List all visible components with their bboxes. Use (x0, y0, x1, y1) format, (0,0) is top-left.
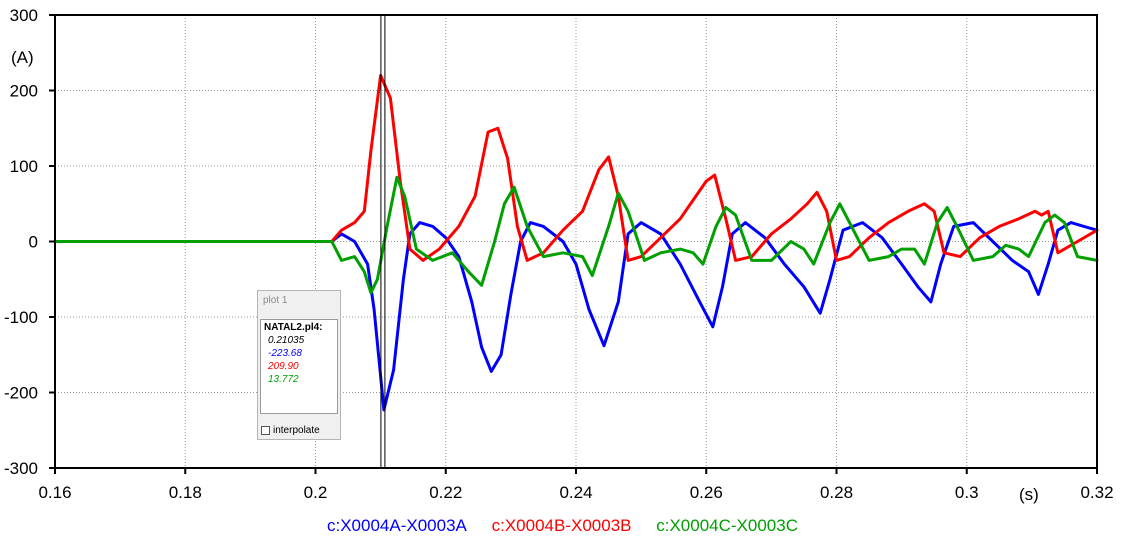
x-tick-label-7: 0.3 (955, 483, 979, 502)
legend-entry-c: c:X0004C-X0003C (656, 516, 798, 535)
y-tick-label-6: -300 (4, 459, 38, 478)
x-tick-label-6: 0.28 (820, 483, 853, 502)
cursor-values-panel: NATAL2.pl4: 0.21035 -223.68 209.90 13.77… (260, 319, 338, 414)
interpolate-checkbox[interactable] (261, 426, 270, 435)
y-tick-label-2: 100 (10, 157, 38, 176)
x-axis-label: (s) (1019, 485, 1039, 504)
y-tick-label-4: -100 (4, 308, 38, 327)
cursor-value-a: -223.68 (268, 348, 302, 359)
cursor-readout-window[interactable]: plot 1 NATAL2.pl4: 0.21035 -223.68 209.9… (257, 290, 341, 440)
series-line-1 (53, 73, 1099, 262)
x-tick-label-2: 0.2 (304, 483, 328, 502)
file-name-label: NATAL2.pl4: (264, 322, 323, 333)
x-tick-label-4: 0.24 (559, 483, 592, 502)
cursor-time-value: 0.21035 (268, 335, 305, 346)
legend-entry-a: c:X0004A-X0003A (326, 516, 467, 535)
tick-labels: 0.16 0.18 0.2 0.22 0.24 0.26 0.28 0.3 0.32 300 200… (4, 6, 1114, 502)
y-axis-label: (A) (11, 48, 34, 67)
interpolate-option[interactable]: interpolate (261, 425, 320, 436)
cursor-value-b: 209.90 (268, 361, 299, 372)
series-lines (53, 73, 1099, 412)
x-tick-label-5: 0.26 (690, 483, 723, 502)
cursor-line[interactable] (380, 15, 386, 468)
y-tick-label-5: -200 (4, 384, 38, 403)
y-tick-label-0: 300 (10, 6, 38, 25)
y-tick-label-1: 200 (10, 82, 38, 101)
cursor-window-title: plot 1 (263, 295, 288, 306)
legend: c:X0004A-X0003A c:X0004B-X0003B c:X0004C… (0, 516, 1125, 536)
x-tick-label-0: 0.16 (38, 483, 71, 502)
y-tick-label-3: 0 (29, 233, 38, 252)
series-line-2 (53, 175, 1099, 295)
cursor-value-c: 13.772 (268, 374, 299, 385)
x-tick-label-3: 0.22 (429, 483, 462, 502)
interpolate-label: interpolate (273, 425, 320, 436)
series-line-0 (53, 221, 1099, 412)
x-tick-label-8: 0.32 (1080, 483, 1113, 502)
legend-entry-b: c:X0004B-X0003B (491, 516, 632, 535)
x-tick-label-1: 0.18 (169, 483, 202, 502)
